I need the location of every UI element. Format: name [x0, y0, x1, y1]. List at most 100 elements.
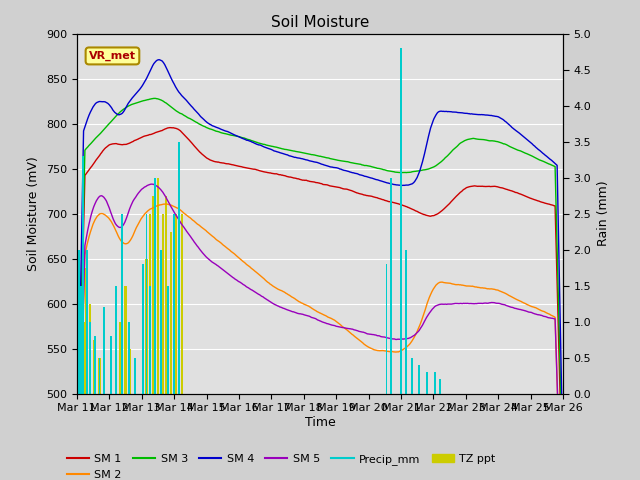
Bar: [166, 286, 168, 394]
SM 1: [207, 157, 215, 163]
SM 3: [380, 167, 387, 172]
Bar: [145, 259, 148, 394]
Bar: [181, 214, 183, 394]
Bar: [120, 322, 122, 394]
SM 2: [82, 249, 90, 254]
Bar: [83, 322, 85, 394]
Bar: [170, 231, 172, 394]
Bar: [83, 156, 84, 394]
SM 1: [182, 133, 189, 139]
X-axis label: Time: Time: [305, 416, 335, 429]
Bar: [161, 214, 164, 394]
SM 3: [82, 146, 90, 152]
SM 3: [151, 96, 159, 101]
Bar: [134, 358, 136, 394]
Bar: [148, 214, 151, 394]
SM 1: [166, 125, 174, 131]
Bar: [104, 307, 106, 394]
Bar: [85, 267, 88, 394]
Bar: [152, 196, 154, 394]
Bar: [115, 303, 117, 394]
Title: Soil Moisture: Soil Moisture: [271, 15, 369, 30]
SM 5: [394, 336, 401, 342]
Bar: [128, 322, 130, 394]
SM 3: [132, 100, 140, 106]
Bar: [390, 178, 392, 394]
Bar: [405, 250, 407, 394]
Legend: SM 1, SM 2, SM 3, SM 4, SM 5, Precip_mm, TZ ppt: SM 1, SM 2, SM 3, SM 4, SM 5, Precip_mm,…: [62, 450, 500, 480]
SM 1: [394, 201, 401, 206]
SM 5: [132, 194, 140, 200]
Bar: [439, 379, 441, 394]
Bar: [148, 286, 151, 394]
SM 5: [148, 181, 156, 187]
Bar: [115, 286, 116, 394]
Bar: [165, 196, 167, 394]
Bar: [142, 303, 145, 394]
SM 4: [207, 122, 215, 128]
Bar: [154, 178, 156, 394]
Bar: [145, 214, 147, 394]
Bar: [175, 214, 177, 394]
Bar: [160, 250, 162, 394]
Bar: [109, 339, 112, 394]
Bar: [110, 336, 112, 394]
SM 2: [182, 212, 189, 217]
Bar: [81, 286, 83, 394]
Bar: [134, 358, 136, 394]
SM 1: [82, 172, 90, 178]
SM 4: [559, 469, 567, 475]
Bar: [178, 142, 180, 394]
Bar: [142, 264, 144, 394]
Bar: [129, 348, 131, 394]
Bar: [99, 358, 100, 394]
SM 3: [182, 113, 189, 119]
SM 1: [132, 137, 140, 143]
SM 4: [182, 97, 189, 103]
Bar: [79, 250, 81, 394]
SM 2: [394, 349, 401, 355]
SM 5: [380, 334, 387, 340]
SM 2: [207, 232, 215, 238]
Text: VR_met: VR_met: [89, 51, 136, 61]
SM 2: [161, 201, 169, 207]
Line: SM 2: SM 2: [77, 204, 563, 480]
Y-axis label: Rain (mm): Rain (mm): [597, 181, 610, 246]
Bar: [178, 250, 180, 394]
SM 4: [394, 182, 401, 188]
Bar: [412, 358, 413, 394]
SM 5: [182, 227, 189, 233]
Bar: [93, 336, 95, 394]
SM 4: [82, 122, 90, 128]
SM 1: [380, 197, 387, 203]
Bar: [157, 178, 159, 394]
Y-axis label: Soil Moisture (mV): Soil Moisture (mV): [28, 156, 40, 271]
Bar: [385, 264, 387, 394]
SM 5: [82, 239, 90, 244]
Bar: [400, 48, 402, 394]
Bar: [173, 214, 175, 394]
SM 5: [207, 259, 215, 264]
SM 4: [132, 91, 140, 97]
Line: SM 4: SM 4: [77, 60, 563, 480]
Bar: [78, 312, 81, 394]
Line: SM 5: SM 5: [77, 184, 563, 480]
SM 4: [380, 179, 387, 184]
SM 3: [207, 126, 215, 132]
Bar: [103, 322, 106, 394]
Bar: [89, 322, 91, 394]
Bar: [124, 286, 127, 394]
Bar: [88, 303, 91, 394]
Bar: [426, 372, 428, 394]
SM 4: [156, 57, 163, 62]
Bar: [418, 365, 420, 394]
Bar: [93, 339, 96, 394]
Bar: [121, 214, 123, 394]
Line: SM 3: SM 3: [77, 98, 563, 480]
Bar: [99, 358, 100, 394]
Bar: [80, 286, 82, 394]
SM 3: [394, 169, 401, 175]
SM 2: [132, 226, 140, 232]
Bar: [434, 372, 436, 394]
SM 2: [380, 348, 387, 353]
